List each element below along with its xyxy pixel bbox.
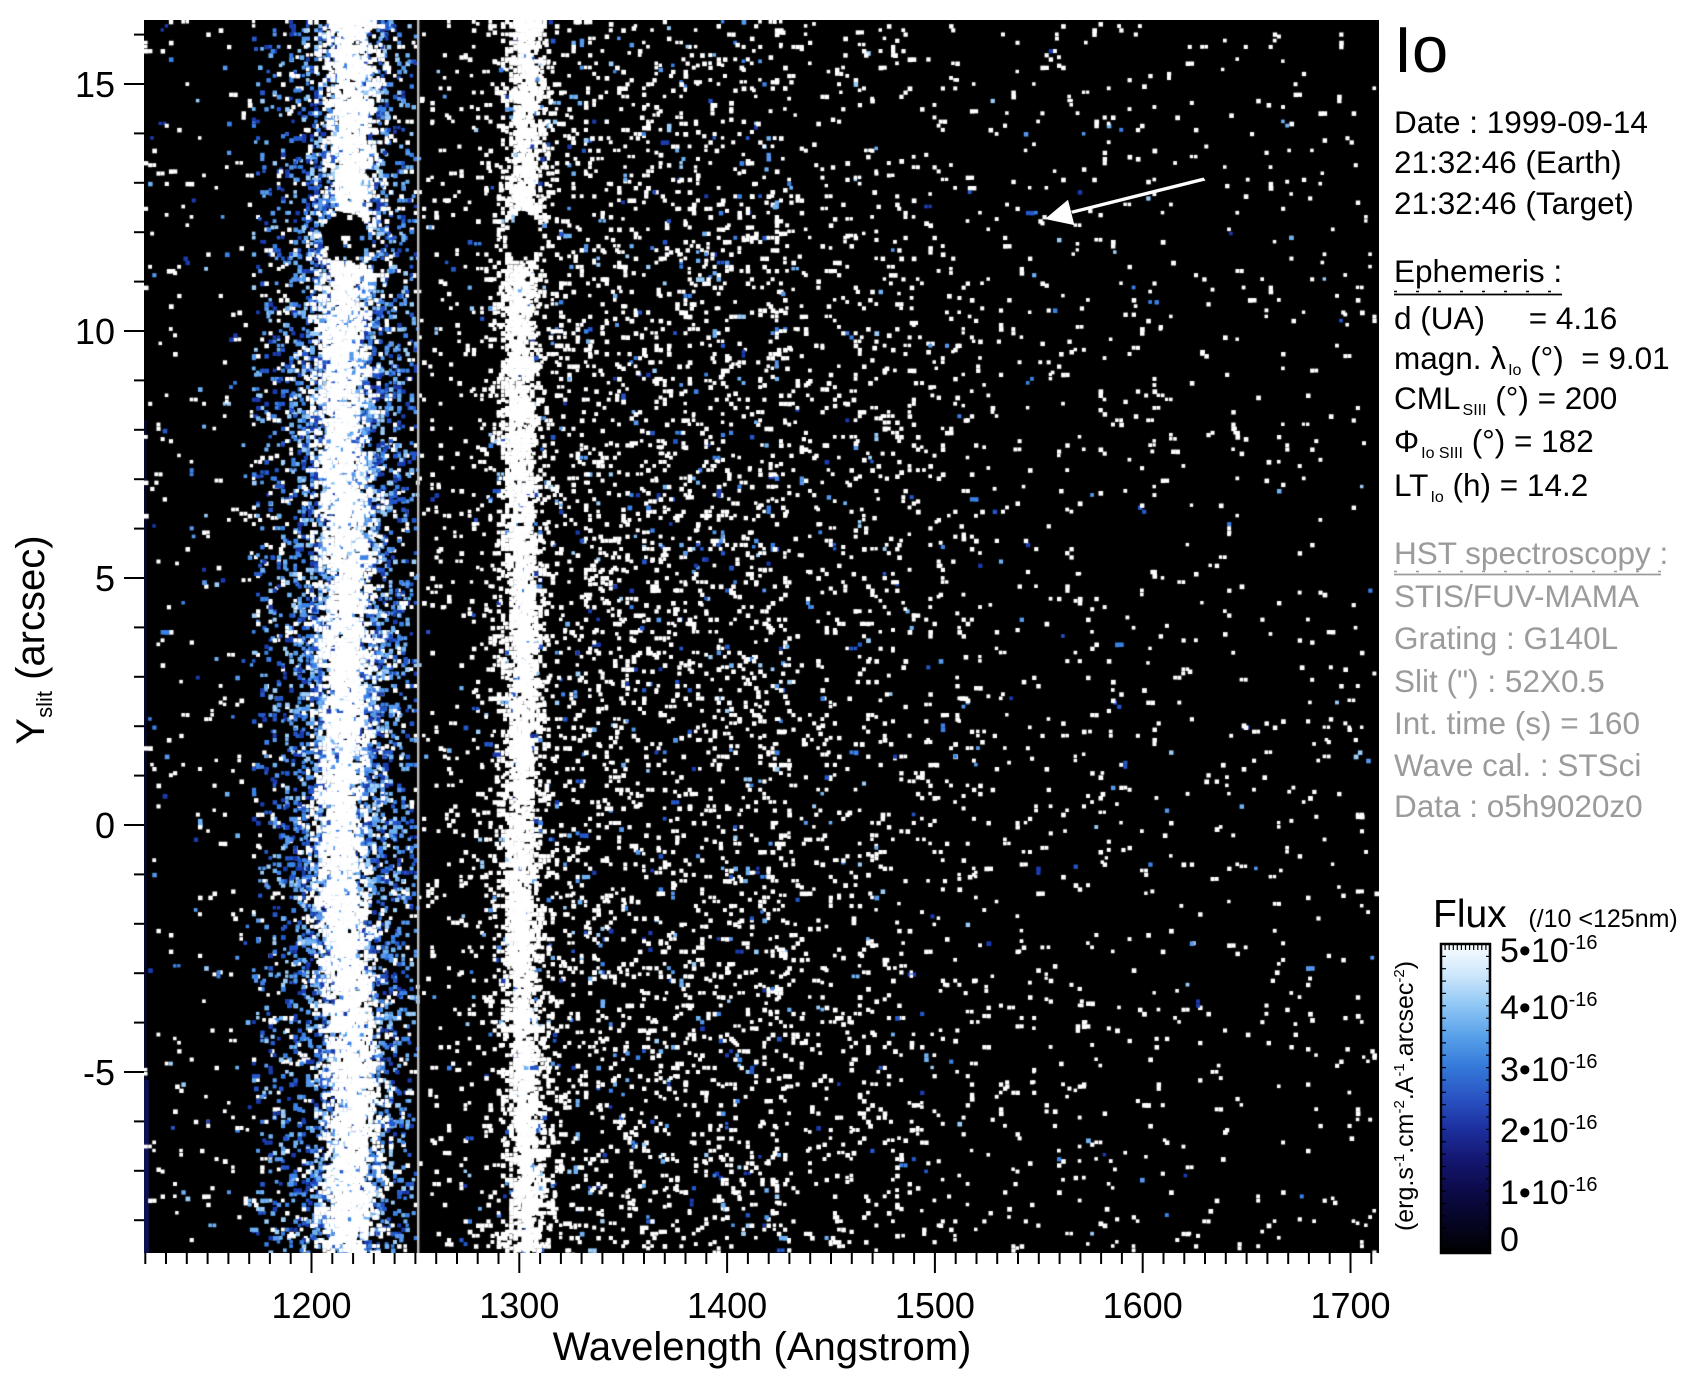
svg-text:-5: -5 (83, 1052, 115, 1093)
svg-text:10: 10 (75, 311, 115, 352)
svg-text:1600: 1600 (1103, 1285, 1183, 1326)
svg-text:Wavelength (Angstrom): Wavelength (Angstrom) (553, 1325, 972, 1369)
svg-text:15: 15 (75, 64, 115, 105)
svg-text:1300: 1300 (479, 1285, 559, 1326)
svg-text:1200: 1200 (271, 1285, 351, 1326)
svg-text:1700: 1700 (1310, 1285, 1390, 1326)
svg-text:0: 0 (95, 805, 115, 846)
svg-text:Yslit (arcsec): Yslit (arcsec) (9, 535, 57, 744)
svg-text:5: 5 (95, 558, 115, 599)
svg-text:1400: 1400 (687, 1285, 767, 1326)
svg-text:1500: 1500 (895, 1285, 975, 1326)
svg-text:(erg.s-1.cm-2.A-1.arcsec-2): (erg.s-1.cm-2.A-1.arcsec-2) (1391, 961, 1419, 1231)
